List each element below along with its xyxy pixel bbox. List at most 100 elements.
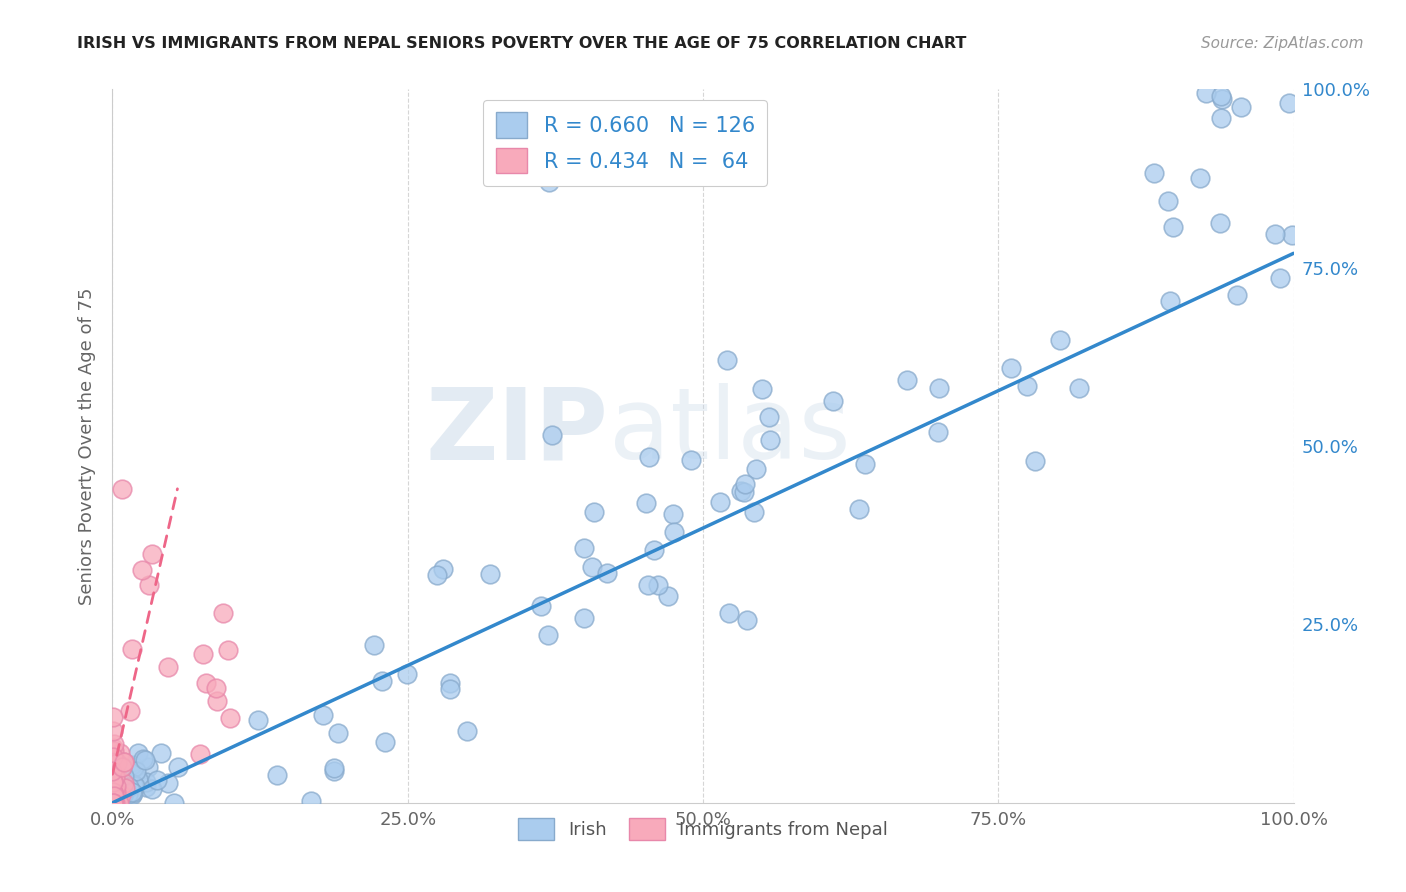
- Point: [1230, 100, 1253, 114]
- Point: [135, 775, 157, 789]
- Point: [1277, 96, 1299, 111]
- Point: [107, 796, 129, 810]
- Point: [322, 764, 344, 779]
- Point: [636, 496, 658, 510]
- Point: [657, 590, 679, 604]
- Point: [103, 743, 125, 757]
- Point: [733, 484, 755, 499]
- Point: [118, 704, 141, 718]
- Point: [1024, 454, 1046, 468]
- Point: [103, 750, 125, 764]
- Point: [432, 562, 454, 576]
- Point: [1159, 294, 1181, 309]
- Point: [114, 784, 136, 798]
- Text: ZIP: ZIP: [426, 384, 609, 480]
- Point: [101, 749, 124, 764]
- Point: [104, 782, 127, 797]
- Point: [742, 505, 765, 519]
- Point: [745, 462, 768, 476]
- Point: [363, 638, 385, 652]
- Point: [101, 757, 124, 772]
- Point: [101, 791, 124, 805]
- Point: [103, 737, 125, 751]
- Point: [103, 796, 125, 810]
- Point: [896, 373, 918, 387]
- Point: [132, 751, 155, 765]
- Point: [1226, 288, 1249, 302]
- Point: [111, 760, 134, 774]
- Point: [101, 753, 124, 767]
- Point: [456, 724, 478, 739]
- Point: [103, 780, 125, 794]
- Point: [1209, 88, 1232, 103]
- Point: [1208, 216, 1230, 230]
- Point: [157, 660, 180, 674]
- Point: [104, 785, 127, 799]
- Point: [101, 781, 124, 796]
- Point: [218, 711, 240, 725]
- Point: [103, 789, 125, 803]
- Point: [107, 756, 129, 771]
- Point: [111, 786, 134, 800]
- Point: [1015, 379, 1038, 393]
- Point: [121, 642, 143, 657]
- Point: [734, 476, 756, 491]
- Point: [111, 783, 134, 797]
- Point: [541, 428, 564, 442]
- Point: [1268, 271, 1291, 285]
- Point: [312, 707, 335, 722]
- Point: [104, 772, 127, 786]
- Point: [1209, 112, 1232, 126]
- Point: [204, 681, 226, 696]
- Point: [426, 568, 449, 582]
- Point: [101, 789, 124, 803]
- Point: [1161, 219, 1184, 234]
- Point: [117, 787, 139, 801]
- Point: [716, 353, 738, 368]
- Point: [853, 458, 876, 472]
- Point: [134, 753, 156, 767]
- Point: [121, 785, 143, 799]
- Point: [146, 773, 169, 788]
- Point: [101, 756, 124, 770]
- Point: [195, 676, 218, 690]
- Point: [101, 710, 124, 724]
- Point: [121, 788, 143, 802]
- Point: [582, 505, 605, 519]
- Point: [1067, 382, 1090, 396]
- Point: [111, 786, 134, 800]
- Point: [637, 578, 659, 592]
- Point: [138, 578, 160, 592]
- Point: [112, 776, 135, 790]
- Point: [104, 756, 127, 771]
- Point: [1211, 92, 1233, 106]
- Point: [105, 780, 128, 794]
- Point: [135, 780, 157, 795]
- Point: [110, 765, 132, 780]
- Point: [266, 768, 288, 782]
- Legend: Irish, Immigrants from Nepal: Irish, Immigrants from Nepal: [510, 811, 896, 847]
- Point: [104, 770, 127, 784]
- Point: [107, 770, 129, 784]
- Point: [101, 741, 124, 756]
- Point: [108, 788, 131, 802]
- Text: Source: ZipAtlas.com: Source: ZipAtlas.com: [1201, 36, 1364, 51]
- Text: atlas: atlas: [609, 384, 851, 480]
- Point: [101, 785, 124, 799]
- Point: [104, 771, 127, 785]
- Point: [643, 543, 665, 558]
- Point: [101, 787, 124, 801]
- Point: [103, 796, 125, 810]
- Point: [326, 726, 349, 740]
- Point: [110, 787, 132, 801]
- Point: [323, 761, 346, 775]
- Point: [205, 694, 228, 708]
- Point: [122, 760, 145, 774]
- Point: [112, 756, 135, 770]
- Point: [1281, 228, 1303, 243]
- Text: IRISH VS IMMIGRANTS FROM NEPAL SENIORS POVERTY OVER THE AGE OF 75 CORRELATION CH: IRISH VS IMMIGRANTS FROM NEPAL SENIORS P…: [77, 36, 967, 51]
- Point: [103, 762, 125, 776]
- Point: [1264, 227, 1286, 241]
- Point: [111, 760, 134, 774]
- Point: [103, 784, 125, 798]
